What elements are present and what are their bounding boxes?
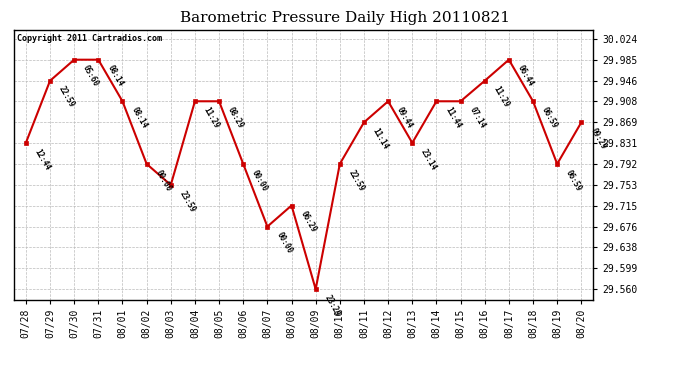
Text: Barometric Pressure Daily High 20110821: Barometric Pressure Daily High 20110821 <box>180 11 510 25</box>
Text: 11:29: 11:29 <box>202 105 221 130</box>
Text: 05:60: 05:60 <box>81 64 101 88</box>
Text: 06:29: 06:29 <box>299 210 318 234</box>
Text: 23:59: 23:59 <box>178 189 197 214</box>
Text: 00:00: 00:00 <box>250 168 270 193</box>
Text: 08:14: 08:14 <box>106 64 125 88</box>
Text: 00:00: 00:00 <box>275 231 294 255</box>
Text: 09:44: 09:44 <box>395 105 415 130</box>
Text: 09:29: 09:29 <box>589 126 608 151</box>
Text: 11:44: 11:44 <box>444 105 463 130</box>
Text: 06:59: 06:59 <box>540 105 560 130</box>
Text: 12:44: 12:44 <box>33 147 52 171</box>
Text: 06:44: 06:44 <box>516 64 535 88</box>
Text: 23:29: 23:29 <box>323 293 342 318</box>
Text: 22:59: 22:59 <box>57 85 77 109</box>
Text: 06:59: 06:59 <box>564 168 584 193</box>
Text: 22:59: 22:59 <box>347 168 366 193</box>
Text: 00:00: 00:00 <box>154 168 173 193</box>
Text: 11:14: 11:14 <box>371 126 391 151</box>
Text: 11:29: 11:29 <box>492 85 511 109</box>
Text: 07:14: 07:14 <box>468 105 487 130</box>
Text: 08:14: 08:14 <box>130 105 149 130</box>
Text: 08:29: 08:29 <box>226 105 246 130</box>
Text: Copyright 2011 Cartradios.com: Copyright 2011 Cartradios.com <box>17 34 161 43</box>
Text: 23:14: 23:14 <box>420 147 439 171</box>
